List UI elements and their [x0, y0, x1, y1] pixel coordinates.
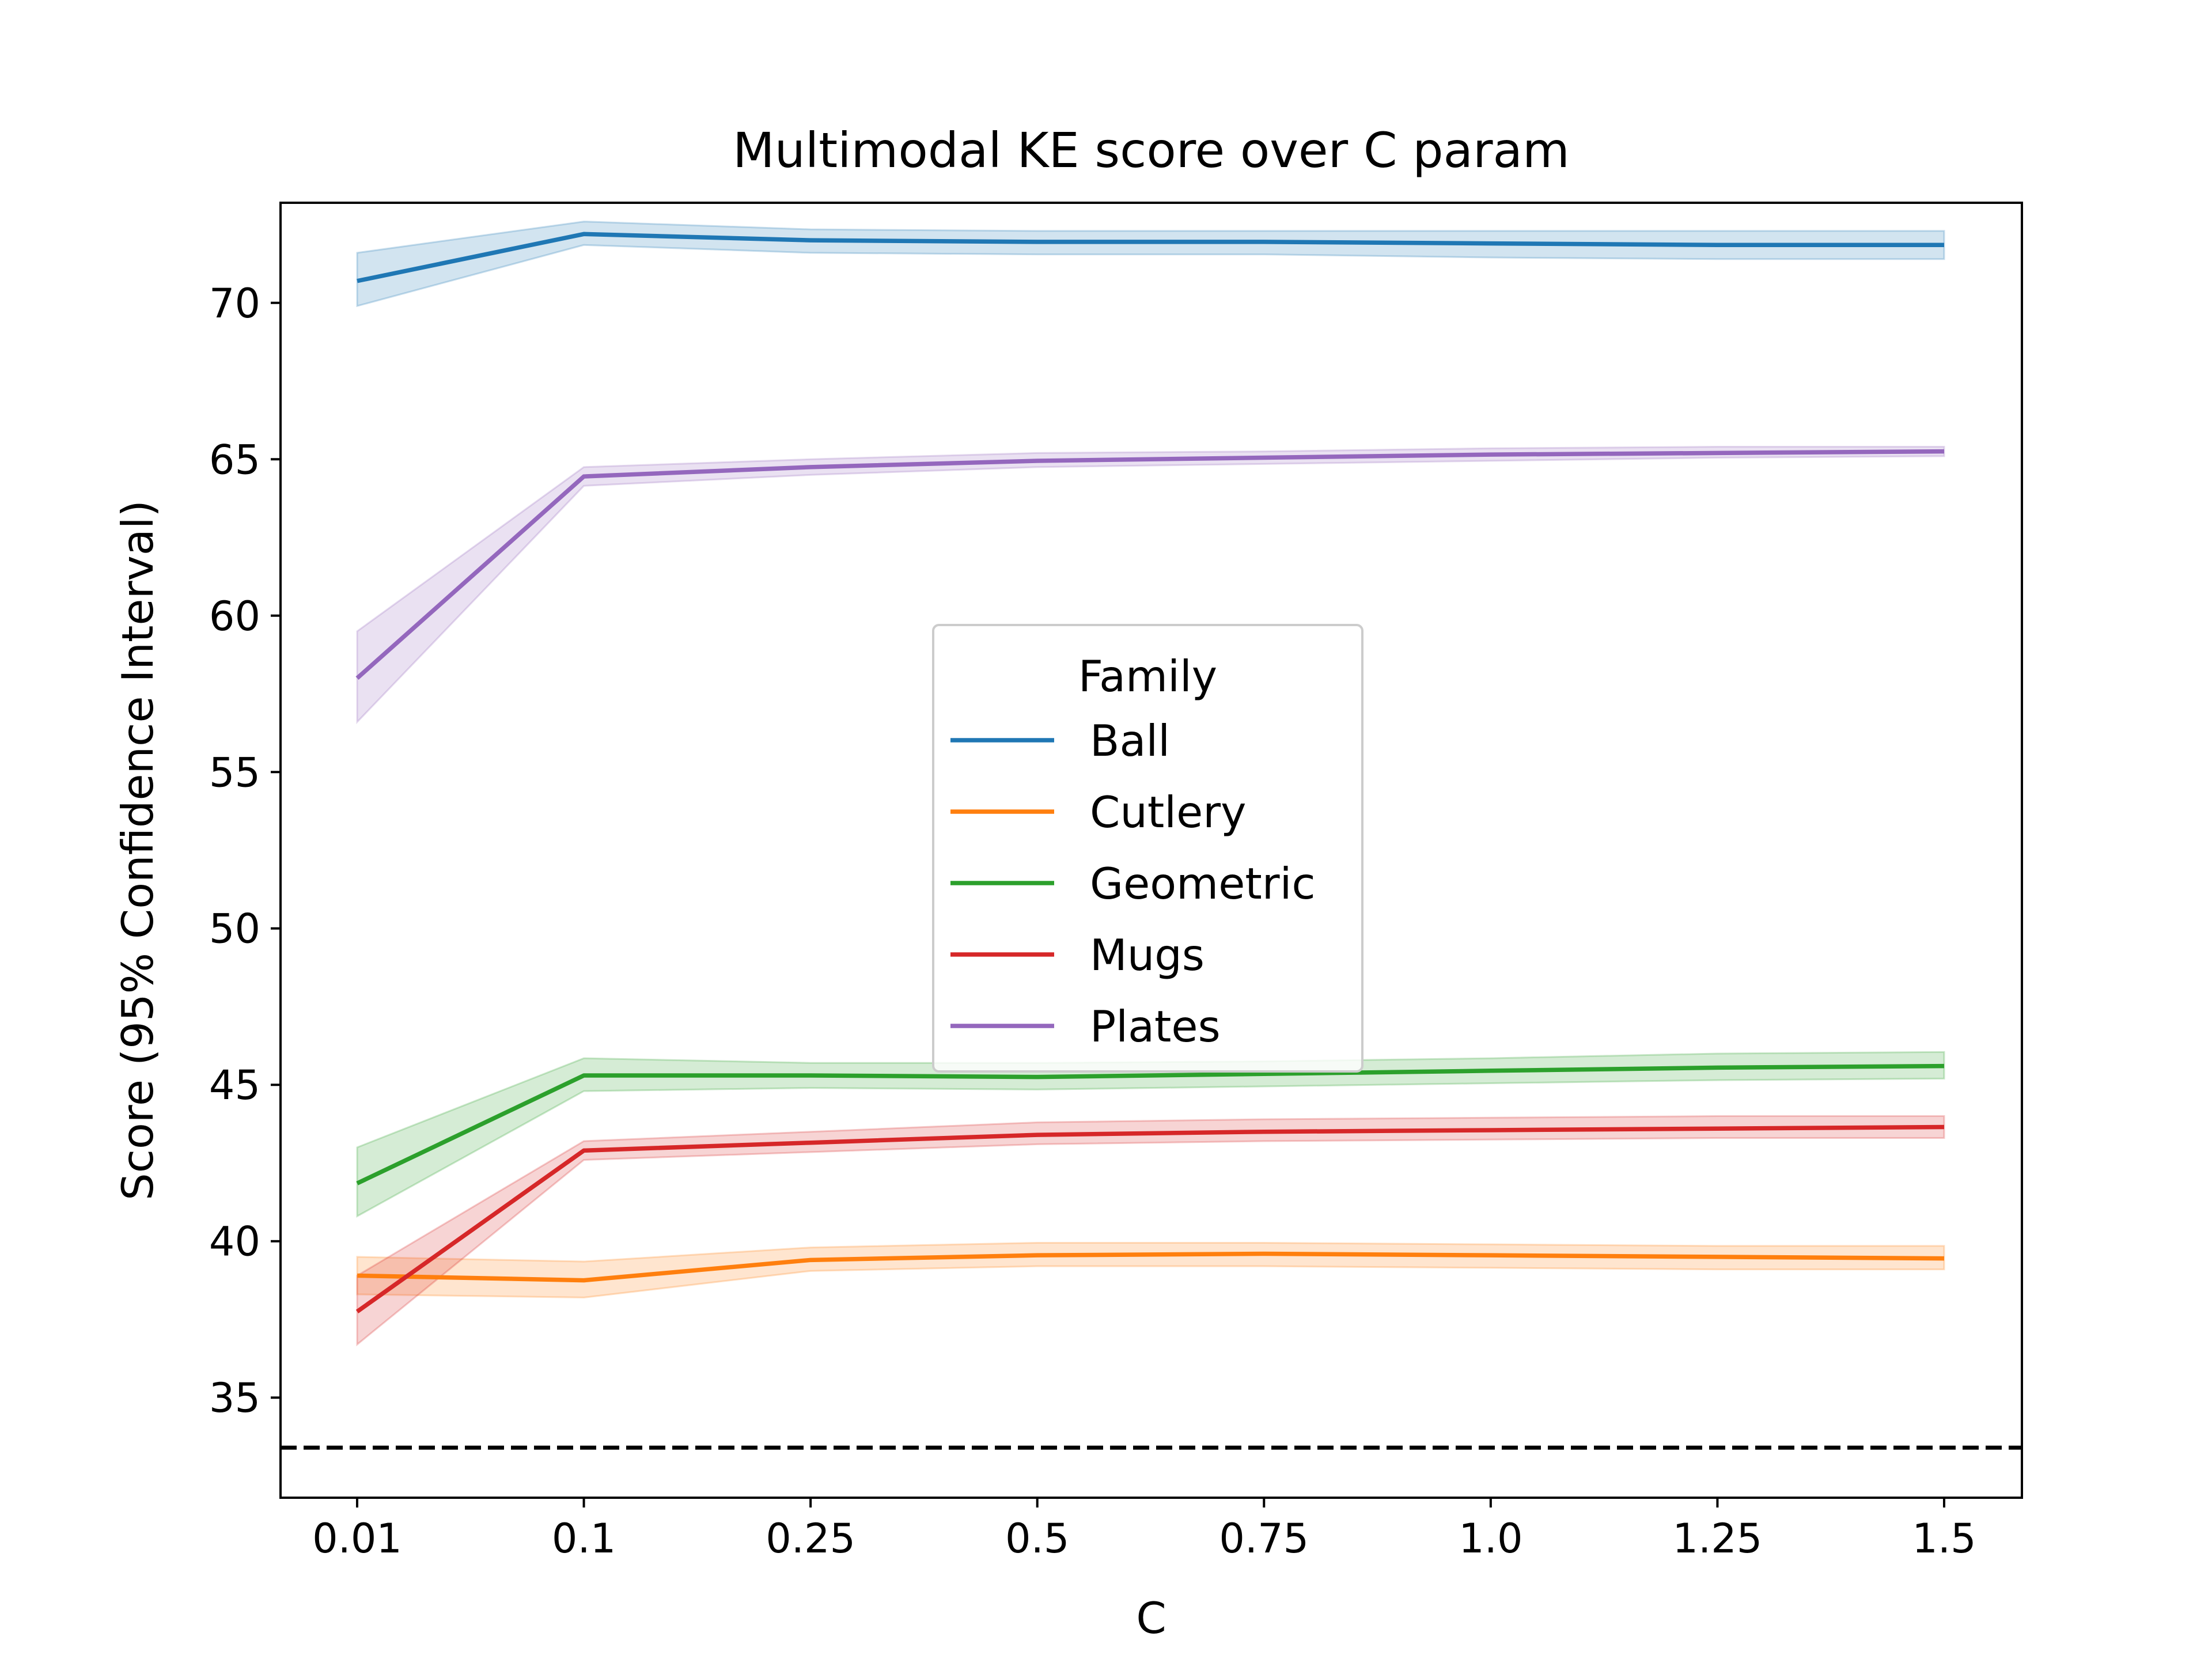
series-line-plates	[355, 449, 1945, 680]
x-tick-label: 0.25	[766, 1515, 855, 1562]
legend-title: Family	[1078, 651, 1217, 702]
y-tick-label: 55	[209, 749, 260, 796]
legend-label-mugs: Mugs	[1090, 930, 1205, 980]
y-tick-label: 65	[209, 436, 260, 483]
series-line-geometric	[356, 1063, 1945, 1185]
x-tick-label: 1.25	[1672, 1515, 1762, 1562]
series-line-mugs	[355, 1124, 1945, 1313]
legend-label-ball: Ball	[1090, 715, 1170, 766]
x-tick-label: 0.01	[312, 1515, 402, 1562]
x-tick-label: 1.5	[1912, 1515, 1976, 1562]
legend-label-geometric: Geometric	[1090, 858, 1316, 909]
y-axis-label: Score (95% Confidence Interval)	[112, 500, 163, 1200]
y-tick-label: 40	[209, 1218, 260, 1266]
plot-area-frame	[279, 202, 2023, 1499]
confidence-band-plates	[356, 446, 1945, 725]
legend-label-plates: Plates	[1090, 1001, 1221, 1052]
y-axis-ticks: 35 40 45 50 55 60 65 70	[209, 280, 281, 1422]
x-tick-label: 0.1	[552, 1515, 616, 1562]
x-tick-label: 1.0	[1459, 1515, 1522, 1562]
x-axis-label: C	[1136, 1593, 1166, 1643]
y-tick-label: 45	[209, 1062, 260, 1109]
chart-title: Multimodal KE score over C param	[733, 122, 1570, 179]
y-tick-label: 70	[209, 280, 260, 327]
y-tick-label: 50	[209, 906, 260, 953]
legend-items: Ball Cutlery Geometric Mugs Plates	[950, 715, 1316, 1052]
x-tick-label: 0.5	[1005, 1515, 1069, 1562]
series-line-ball	[357, 232, 1944, 283]
legend: Family Ball Cutlery Geometric Mugs Plates	[932, 624, 1363, 1073]
x-tick-label: 0.75	[1219, 1515, 1309, 1562]
series-line-cutlery	[357, 1251, 1945, 1283]
x-axis-ticks: 0.01 0.1 0.25 0.5 0.75 1.0 1.25 1.5	[312, 1498, 1976, 1562]
y-tick-label: 35	[209, 1374, 260, 1422]
confidence-band-mugs	[356, 1115, 1945, 1347]
y-tick-label: 60	[209, 593, 260, 640]
legend-box	[932, 624, 1363, 1073]
series-lines	[355, 232, 1945, 1313]
legend-label-cutlery: Cutlery	[1090, 787, 1247, 838]
